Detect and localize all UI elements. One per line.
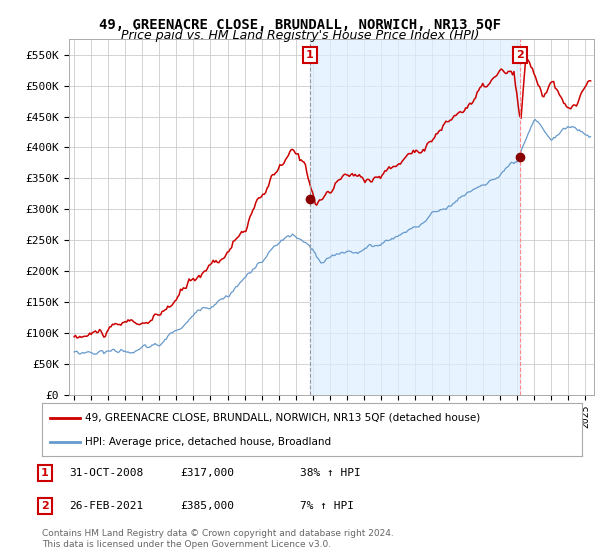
Text: 38% ↑ HPI: 38% ↑ HPI	[300, 468, 361, 478]
Text: Price paid vs. HM Land Registry's House Price Index (HPI): Price paid vs. HM Land Registry's House …	[121, 29, 479, 42]
Text: 49, GREENACRE CLOSE, BRUNDALL, NORWICH, NR13 5QF: 49, GREENACRE CLOSE, BRUNDALL, NORWICH, …	[99, 18, 501, 32]
Text: HPI: Average price, detached house, Broadland: HPI: Average price, detached house, Broa…	[85, 437, 331, 447]
Text: £317,000: £317,000	[180, 468, 234, 478]
Text: 7% ↑ HPI: 7% ↑ HPI	[300, 501, 354, 511]
Text: 49, GREENACRE CLOSE, BRUNDALL, NORWICH, NR13 5QF (detached house): 49, GREENACRE CLOSE, BRUNDALL, NORWICH, …	[85, 413, 481, 423]
Bar	[310, 39, 520, 395]
Text: 26-FEB-2021: 26-FEB-2021	[69, 501, 143, 511]
Text: 2: 2	[516, 50, 524, 60]
Text: Contains HM Land Registry data © Crown copyright and database right 2024.
This d: Contains HM Land Registry data © Crown c…	[42, 529, 394, 549]
Text: 31-OCT-2008: 31-OCT-2008	[69, 468, 143, 478]
Text: £385,000: £385,000	[180, 501, 234, 511]
Text: 1: 1	[306, 50, 314, 60]
Text: 1: 1	[41, 468, 49, 478]
Text: 2: 2	[41, 501, 49, 511]
